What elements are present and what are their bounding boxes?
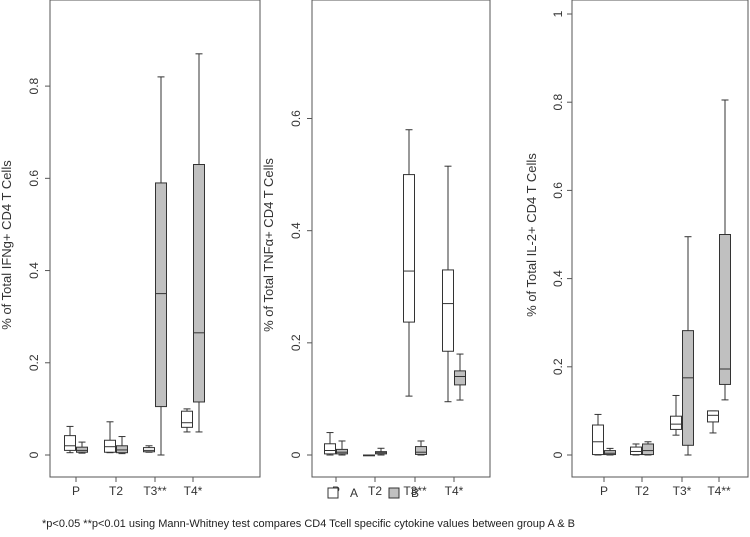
y-tick-label: 0.2 bbox=[27, 354, 41, 371]
box-body bbox=[442, 269, 454, 352]
box-body bbox=[670, 415, 682, 430]
box-a-1 bbox=[630, 443, 642, 456]
box-body bbox=[143, 447, 155, 453]
box-b-0 bbox=[336, 440, 348, 456]
footnote: *p<0.05 **p<0.01 using Mann-Whitney test… bbox=[42, 518, 575, 530]
legend-label-a: A bbox=[350, 486, 358, 500]
x-tick-label: T4** bbox=[707, 484, 731, 498]
box-a-2 bbox=[403, 129, 415, 397]
y-axis-label: % of Total IL-2+ CD4 T Cells bbox=[524, 153, 539, 317]
box-body bbox=[155, 182, 167, 408]
y-tick-label: 0.2 bbox=[289, 334, 303, 351]
y-tick-label: 0 bbox=[27, 451, 41, 458]
box-body bbox=[719, 234, 731, 385]
x-tick-label: T4* bbox=[184, 484, 203, 498]
y-tick-label: 0 bbox=[551, 451, 565, 458]
box-b-3 bbox=[719, 99, 731, 401]
x-tick-label: T2 bbox=[635, 484, 649, 498]
x-tick-label: T2 bbox=[368, 484, 382, 498]
ifng-box-plot-panel: 0 0.2 0.4 0.6 0.8 % of Total IFNg+ CD4 T Cell… bbox=[0, 0, 261, 498]
x-tick-label: P bbox=[72, 484, 80, 498]
box-body bbox=[630, 446, 642, 456]
x-tick-label: T3** bbox=[403, 484, 427, 498]
y-tick-label: 0.4 bbox=[27, 262, 41, 279]
box-a-2 bbox=[143, 445, 155, 453]
y-tick-label: 0.4 bbox=[289, 222, 303, 239]
y-tick-label: 0.6 bbox=[551, 182, 565, 199]
box-b-0 bbox=[604, 447, 616, 456]
y-tick-label: 0.6 bbox=[27, 170, 41, 187]
y-tick-label: 0.4 bbox=[551, 270, 565, 287]
box-b-0 bbox=[76, 441, 88, 454]
box-body bbox=[336, 448, 348, 455]
y-tick-label: 1 bbox=[551, 10, 565, 17]
box-b-2 bbox=[415, 440, 427, 456]
plot-frame bbox=[311, 0, 491, 478]
x-tick-label: T3* bbox=[673, 484, 692, 498]
y-tick-label: 0 bbox=[289, 451, 303, 458]
box-b-1 bbox=[375, 447, 387, 456]
box-body bbox=[76, 446, 88, 453]
box-body bbox=[64, 435, 76, 451]
legend: A B bbox=[327, 486, 419, 500]
box-b-2 bbox=[682, 236, 694, 456]
box-body bbox=[181, 410, 193, 428]
y-tick-label: 0.6 bbox=[289, 110, 303, 127]
box-a-0 bbox=[64, 425, 76, 454]
box-body bbox=[193, 164, 205, 403]
y-axis-label: % of Total IFNg+ CD4 T Cells bbox=[0, 160, 14, 330]
box-a-2 bbox=[670, 394, 682, 436]
box-b-2 bbox=[155, 76, 167, 456]
plot-frame bbox=[571, 0, 749, 478]
box-body bbox=[682, 330, 694, 446]
box-body bbox=[592, 424, 604, 456]
box-a-1 bbox=[363, 454, 375, 457]
legend-swatch-a bbox=[327, 487, 339, 499]
box-a-0 bbox=[592, 413, 604, 456]
box-a-3 bbox=[181, 408, 193, 433]
x-tick-label: T3** bbox=[143, 484, 167, 498]
y-tick-label: 0.8 bbox=[551, 94, 565, 111]
box-b-3 bbox=[193, 53, 205, 433]
box-a-0 bbox=[324, 432, 336, 456]
box-b-3 bbox=[454, 353, 466, 401]
box-body bbox=[324, 443, 336, 455]
box-body bbox=[604, 450, 616, 456]
box-body bbox=[415, 446, 427, 455]
box-a-3 bbox=[442, 165, 454, 403]
tnfa-box-plot-panel: 00.20.40.6% of Total TNFα+ CD4 T CellsPT… bbox=[261, 0, 491, 498]
y-axis-label: % of Total TNFα+ CD4 T Cells bbox=[261, 158, 276, 332]
box-body bbox=[642, 443, 654, 456]
legend-swatch-b bbox=[388, 487, 400, 499]
il2-box-plot-panel: 0 0.2 0.4 0.6 0.8 1 % of Total IL-2+ CD4 T Cel… bbox=[524, 0, 749, 498]
box-b-1 bbox=[116, 436, 128, 455]
box-body bbox=[403, 174, 415, 323]
box-body bbox=[707, 410, 719, 423]
box-body bbox=[116, 445, 128, 454]
y-tick-label: 0.8 bbox=[27, 77, 41, 94]
box-b-1 bbox=[642, 441, 654, 456]
box-body bbox=[454, 370, 466, 386]
x-tick-label: T4* bbox=[445, 484, 464, 498]
box-a-1 bbox=[104, 421, 116, 454]
y-tick-label: 0.2 bbox=[551, 358, 565, 375]
x-tick-label: P bbox=[600, 484, 608, 498]
x-tick-label: T2 bbox=[109, 484, 123, 498]
box-a-3 bbox=[707, 410, 719, 434]
legend-label-b: B bbox=[411, 486, 419, 500]
